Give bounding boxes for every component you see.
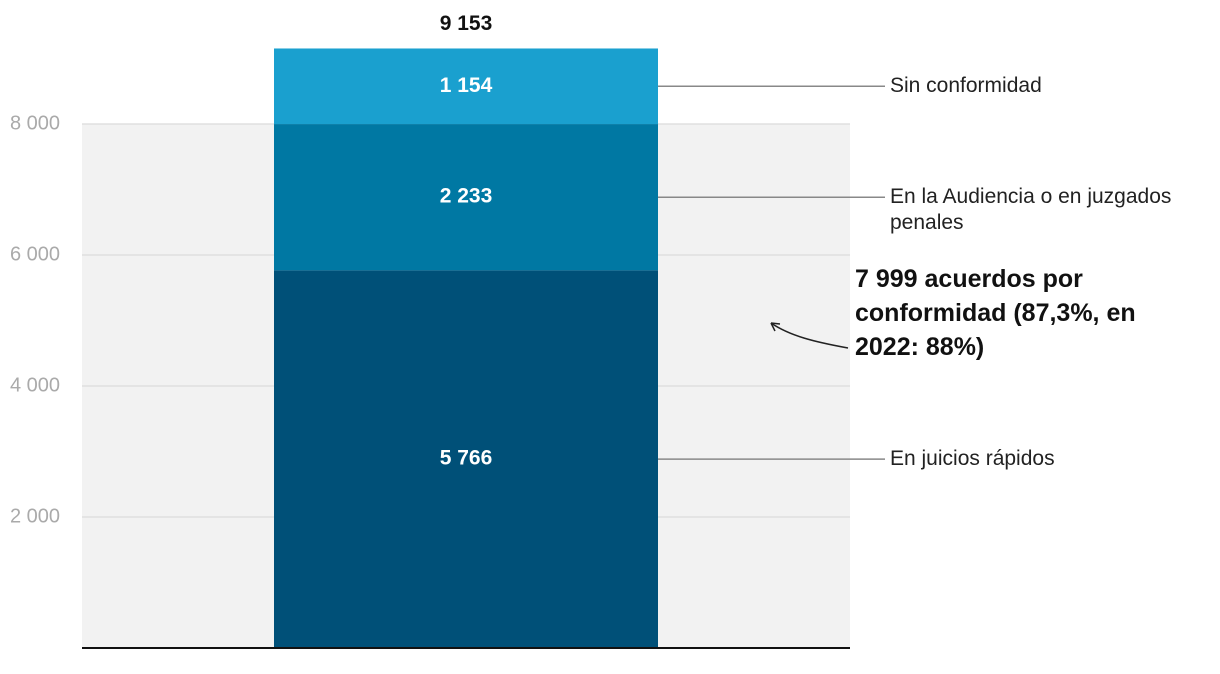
annotation: 7 999 acuerdos por conformidad (87,3%, e… — [855, 265, 1136, 361]
data-label: 1 154 — [440, 74, 493, 97]
annotation-arrow — [770, 322, 849, 349]
y-tick-label: 2 000 — [10, 505, 60, 527]
legend-label: En juicios rápidos — [890, 447, 1055, 471]
legend-label: Sin conformidad — [890, 74, 1042, 98]
data-label: 5 766 — [440, 447, 493, 470]
bar-segment — [274, 124, 658, 271]
legend-label: En la Audiencia o en juzgados penales — [890, 185, 1172, 235]
total-label: 9 153 — [440, 12, 493, 35]
data-label: 2 233 — [440, 185, 493, 208]
y-tick-label: 8 000 — [10, 112, 60, 134]
y-tick-label: 6 000 — [10, 243, 60, 265]
bar-segment — [274, 48, 658, 125]
y-tick-label: 4 000 — [10, 374, 60, 396]
bar-segment — [274, 270, 658, 648]
annotation-arrowhead — [770, 322, 781, 332]
